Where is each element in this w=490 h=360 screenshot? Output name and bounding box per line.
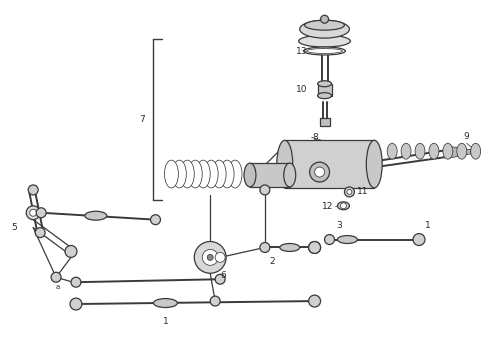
Ellipse shape: [304, 47, 345, 55]
Ellipse shape: [367, 140, 382, 188]
Circle shape: [51, 272, 61, 282]
Ellipse shape: [307, 49, 343, 54]
Text: a: a: [56, 284, 60, 290]
Circle shape: [71, 277, 81, 287]
Circle shape: [341, 203, 346, 209]
Ellipse shape: [244, 163, 256, 187]
Circle shape: [309, 242, 320, 253]
Ellipse shape: [153, 298, 177, 307]
Text: 3: 3: [337, 221, 343, 230]
Text: 13: 13: [296, 46, 308, 55]
Ellipse shape: [196, 160, 210, 188]
Text: 8: 8: [313, 133, 318, 142]
Circle shape: [315, 167, 324, 177]
Circle shape: [260, 185, 270, 195]
Ellipse shape: [471, 143, 481, 159]
Circle shape: [309, 295, 320, 307]
Text: 6: 6: [220, 271, 226, 280]
Circle shape: [26, 206, 40, 220]
Text: 10: 10: [296, 85, 308, 94]
Circle shape: [347, 189, 352, 194]
Circle shape: [344, 187, 354, 197]
Circle shape: [310, 162, 329, 182]
Ellipse shape: [387, 143, 397, 159]
Text: 9: 9: [464, 132, 469, 141]
Text: 1: 1: [425, 221, 431, 230]
Ellipse shape: [212, 160, 226, 188]
Bar: [250, 163, 290, 187]
Circle shape: [215, 274, 225, 284]
Ellipse shape: [338, 202, 349, 210]
Text: 1: 1: [163, 317, 169, 326]
Circle shape: [202, 249, 218, 265]
Bar: [319, 118, 329, 126]
Ellipse shape: [299, 35, 350, 47]
Text: 11: 11: [357, 188, 369, 197]
Ellipse shape: [415, 143, 425, 159]
Circle shape: [30, 209, 37, 216]
Circle shape: [324, 235, 335, 244]
Circle shape: [195, 242, 226, 273]
Circle shape: [413, 234, 425, 246]
Circle shape: [36, 208, 46, 218]
Ellipse shape: [172, 160, 186, 188]
Ellipse shape: [429, 143, 439, 159]
Text: 2: 2: [270, 257, 275, 266]
Circle shape: [70, 298, 82, 310]
Ellipse shape: [165, 160, 178, 188]
Bar: [318, 84, 332, 96]
Bar: [285, 140, 374, 188]
Circle shape: [28, 185, 38, 195]
Text: 5: 5: [12, 223, 17, 232]
Ellipse shape: [180, 160, 195, 188]
Circle shape: [320, 15, 328, 23]
Ellipse shape: [188, 160, 202, 188]
Circle shape: [35, 228, 45, 238]
Ellipse shape: [204, 160, 218, 188]
Ellipse shape: [280, 243, 300, 251]
Ellipse shape: [284, 163, 295, 187]
Text: 12: 12: [322, 202, 334, 211]
Ellipse shape: [443, 143, 453, 159]
Circle shape: [260, 243, 270, 252]
Circle shape: [150, 215, 161, 225]
Circle shape: [266, 175, 276, 185]
Circle shape: [309, 242, 320, 253]
Polygon shape: [449, 146, 474, 158]
Ellipse shape: [300, 20, 349, 38]
Ellipse shape: [277, 140, 293, 188]
Text: 7: 7: [139, 115, 145, 124]
Ellipse shape: [318, 93, 332, 99]
Circle shape: [207, 255, 213, 260]
Ellipse shape: [305, 20, 344, 30]
Ellipse shape: [318, 81, 332, 87]
Ellipse shape: [220, 160, 234, 188]
Ellipse shape: [85, 211, 107, 220]
Circle shape: [215, 252, 225, 262]
Circle shape: [210, 296, 220, 306]
Ellipse shape: [401, 143, 411, 159]
Circle shape: [471, 147, 479, 155]
Circle shape: [65, 246, 77, 257]
Ellipse shape: [228, 160, 242, 188]
Ellipse shape: [338, 235, 357, 243]
Ellipse shape: [457, 143, 467, 159]
